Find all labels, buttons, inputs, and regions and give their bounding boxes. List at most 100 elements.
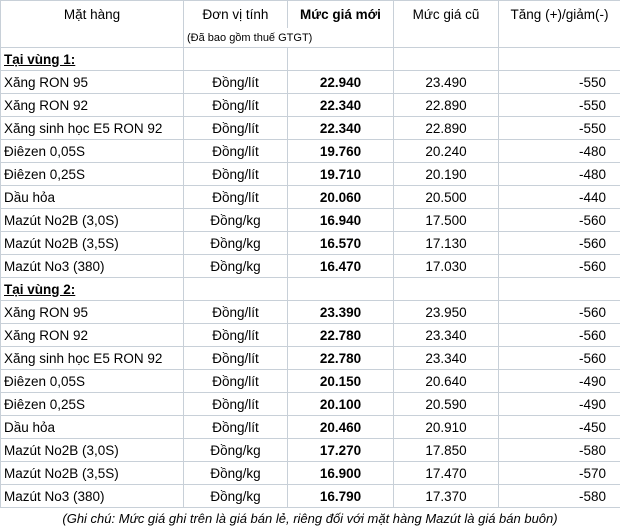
table-row: Mazút No2B (3,0S) Đồng/kg 16.940 17.500 -560 <box>0 208 620 232</box>
cell: Đồng/kg <box>183 208 288 232</box>
cell: 20.640 <box>393 369 499 393</box>
cell: -490 <box>498 392 620 416</box>
cell: Đồng/kg <box>183 254 288 278</box>
cell: 17.130 <box>393 231 499 255</box>
cell: 16.900 <box>287 461 394 485</box>
table-row: Xăng RON 92 Đồng/lít 22.780 23.340 -560 <box>0 323 620 347</box>
column-header: Mặt hàng <box>0 0 184 28</box>
cell: Đồng/lít <box>183 139 288 163</box>
table-row: Mazút No2B (3,5S) Đồng/kg 16.900 17.470 -570 <box>0 461 620 485</box>
cell: Điêzen 0,25S <box>0 162 184 186</box>
table-row: Xăng sinh học E5 RON 92 Đồng/lít 22.340 22.… <box>0 116 620 140</box>
cell <box>498 277 620 301</box>
cell: Đồng/lít <box>183 116 288 140</box>
cell: -560 <box>498 300 620 324</box>
section-label: Tại vùng 1: <box>0 47 184 71</box>
table-row: Xăng RON 95 Đồng/lít 23.390 23.950 -560 <box>0 300 620 324</box>
cell: Xăng RON 92 <box>0 93 184 117</box>
cell: Đồng/lít <box>183 323 288 347</box>
cell: Xăng RON 95 <box>0 300 184 324</box>
cell: 20.910 <box>393 415 499 439</box>
cell: Dầu hỏa <box>0 415 184 439</box>
cell: Điêzen 0,25S <box>0 392 184 416</box>
cell: -580 <box>498 438 620 462</box>
cell: 22.780 <box>287 346 394 370</box>
table-row: Mặt hàng Đơn vị tính Mức giá mới Mức giá cũ… <box>0 0 620 28</box>
cell: 20.150 <box>287 369 394 393</box>
table-row: Điêzen 0,05S Đồng/lít 19.760 20.240 -480 <box>0 139 620 163</box>
cell: -480 <box>498 162 620 186</box>
cell <box>498 28 620 48</box>
cell: Dầu hỏa <box>0 185 184 209</box>
cell: -550 <box>498 70 620 94</box>
cell: Mazút No2B (3,5S) <box>0 461 184 485</box>
table-row: Mazút No2B (3,5S) Đồng/kg 16.570 17.130 -560 <box>0 231 620 255</box>
cell: 17.270 <box>287 438 394 462</box>
cell: 22.940 <box>287 70 394 94</box>
cell: 17.850 <box>393 438 499 462</box>
cell: 22.890 <box>393 116 499 140</box>
table-row: Mazút No3 (380) Đồng/kg 16.470 17.030 -560 <box>0 254 620 278</box>
cell: 19.710 <box>287 162 394 186</box>
cell: 17.030 <box>393 254 499 278</box>
cell: 20.590 <box>393 392 499 416</box>
cell: Đồng/lít <box>183 185 288 209</box>
cell: 22.340 <box>287 116 394 140</box>
cell: 20.240 <box>393 139 499 163</box>
table-row: (Đã bao gồm thuế GTGT) <box>0 28 620 48</box>
cell: -560 <box>498 323 620 347</box>
cell: 20.060 <box>287 185 394 209</box>
table-row: Xăng RON 95 Đồng/lít 22.940 23.490 -550 <box>0 70 620 94</box>
cell: Đồng/lít <box>183 300 288 324</box>
cell: Điêzen 0,05S <box>0 139 184 163</box>
table-row: Điêzen 0,25S Đồng/lít 20.100 20.590 -490 <box>0 392 620 416</box>
cell: Đồng/kg <box>183 461 288 485</box>
table-row: Tại vùng 2: <box>0 277 620 301</box>
cell: Đồng/lít <box>183 70 288 94</box>
cell: 23.340 <box>393 323 499 347</box>
cell: Mazút No2B (3,5S) <box>0 231 184 255</box>
section-label: Tại vùng 2: <box>0 277 184 301</box>
cell <box>183 47 288 71</box>
cell: -570 <box>498 461 620 485</box>
table-row: Điêzen 0,25S Đồng/lít 19.710 20.190 -480 <box>0 162 620 186</box>
cell: -560 <box>498 346 620 370</box>
cell: -560 <box>498 254 620 278</box>
cell: 16.470 <box>287 254 394 278</box>
footnote: (Ghi chú: Mức giá ghi trên là giá bán lẻ… <box>62 511 558 526</box>
cell: Đồng/lít <box>183 369 288 393</box>
cell: 23.490 <box>393 70 499 94</box>
cell: Xăng sinh học E5 RON 92 <box>0 346 184 370</box>
table-row: Điêzen 0,05S Đồng/lít 20.150 20.640 -490 <box>0 369 620 393</box>
cell: -560 <box>498 231 620 255</box>
cell: 22.340 <box>287 93 394 117</box>
cell: 22.780 <box>287 323 394 347</box>
cell: 23.950 <box>393 300 499 324</box>
cell <box>393 28 499 48</box>
table-row: Mazút No3 (380) Đồng/kg 16.790 17.370 -580 <box>0 484 620 508</box>
cell: -580 <box>498 484 620 508</box>
cell: -440 <box>498 185 620 209</box>
cell: 20.500 <box>393 185 499 209</box>
cell: -480 <box>498 139 620 163</box>
table-row: Dầu hỏa Đồng/lít 20.460 20.910 -450 <box>0 415 620 439</box>
cell <box>393 277 499 301</box>
cell: Đồng/lít <box>183 346 288 370</box>
cell: Đồng/lít <box>183 415 288 439</box>
cell: Đồng/kg <box>183 231 288 255</box>
cell: Mazút No3 (380) <box>0 254 184 278</box>
cell <box>287 277 394 301</box>
cell: -550 <box>498 116 620 140</box>
column-header: Mức giá mới <box>287 0 394 28</box>
table-row: Dầu hỏa Đồng/lít 20.060 20.500 -440 <box>0 185 620 209</box>
price-table: Mặt hàng Đơn vị tính Mức giá mới Mức giá cũ… <box>0 0 620 508</box>
table-row: Tại vùng 1: <box>0 47 620 71</box>
table-row: Xăng RON 92 Đồng/lít 22.340 22.890 -550 <box>0 93 620 117</box>
cell: -550 <box>498 93 620 117</box>
cell: Đồng/lít <box>183 392 288 416</box>
cell: 16.940 <box>287 208 394 232</box>
table-row: Xăng sinh học E5 RON 92 Đồng/lít 22.780 23.… <box>0 346 620 370</box>
column-header: Mức giá cũ <box>393 0 499 28</box>
cell: 20.100 <box>287 392 394 416</box>
cell: Xăng sinh học E5 RON 92 <box>0 116 184 140</box>
